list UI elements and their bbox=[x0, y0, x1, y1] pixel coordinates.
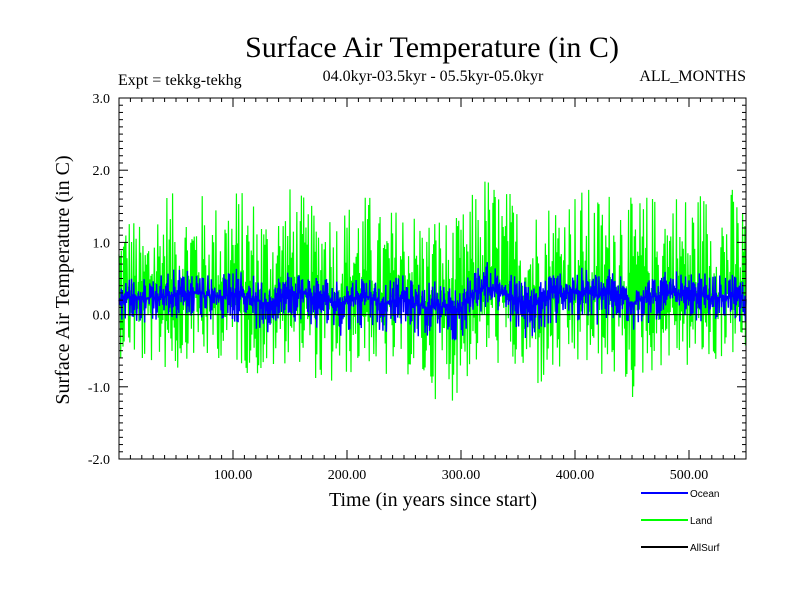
x-tick-label: 200.00 bbox=[328, 468, 367, 483]
y-tick-label: -2.0 bbox=[88, 453, 110, 468]
y-tick-label: 2.0 bbox=[93, 164, 111, 179]
axis-ticks: 100.00 200.00 300.00 400.00 500.00 -2.0 -1.0 0.… bbox=[88, 92, 746, 483]
legend-label-land: Land bbox=[690, 516, 712, 527]
plot-data bbox=[118, 181, 747, 401]
y-tick-label: -1.0 bbox=[88, 381, 110, 396]
legend: Ocean Land AllSurf bbox=[641, 489, 720, 554]
legend-label-ocean: Ocean bbox=[690, 489, 719, 500]
x-tick-label: 100.00 bbox=[214, 468, 253, 483]
chart-subtitle-center: 04.0kyr-03.5kyr - 05.5kyr-05.0kyr bbox=[323, 68, 544, 85]
x-tick-label: 500.00 bbox=[670, 468, 709, 483]
y-tick-label: 3.0 bbox=[93, 92, 111, 107]
chart-title: Surface Air Temperature (in C) bbox=[245, 31, 619, 64]
y-axis-label: Surface Air Temperature (in C) bbox=[52, 155, 74, 404]
x-axis-label: Time (in years since start) bbox=[329, 489, 537, 511]
legend-label-allsurf: AllSurf bbox=[690, 543, 720, 554]
series-line-ocean bbox=[118, 262, 747, 341]
chart-subtitle-left: Expt = tekkg-tekhg bbox=[118, 72, 242, 89]
y-tick-label: 1.0 bbox=[93, 236, 111, 251]
chart-subtitle-right: ALL_MONTHS bbox=[639, 68, 746, 85]
x-tick-label: 400.00 bbox=[556, 468, 595, 483]
x-tick-label: 300.00 bbox=[442, 468, 481, 483]
y-tick-label: 0.0 bbox=[93, 309, 111, 324]
